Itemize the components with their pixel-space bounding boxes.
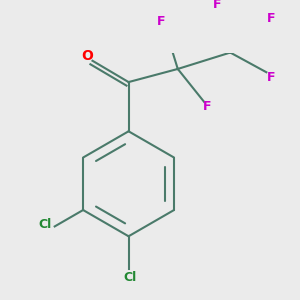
Text: O: O [82,49,94,63]
Text: Cl: Cl [38,218,52,231]
Text: F: F [213,0,221,11]
Text: F: F [203,100,212,113]
Text: F: F [267,71,275,84]
Text: F: F [267,12,275,25]
Text: Cl: Cl [124,271,137,284]
Text: F: F [157,15,166,28]
